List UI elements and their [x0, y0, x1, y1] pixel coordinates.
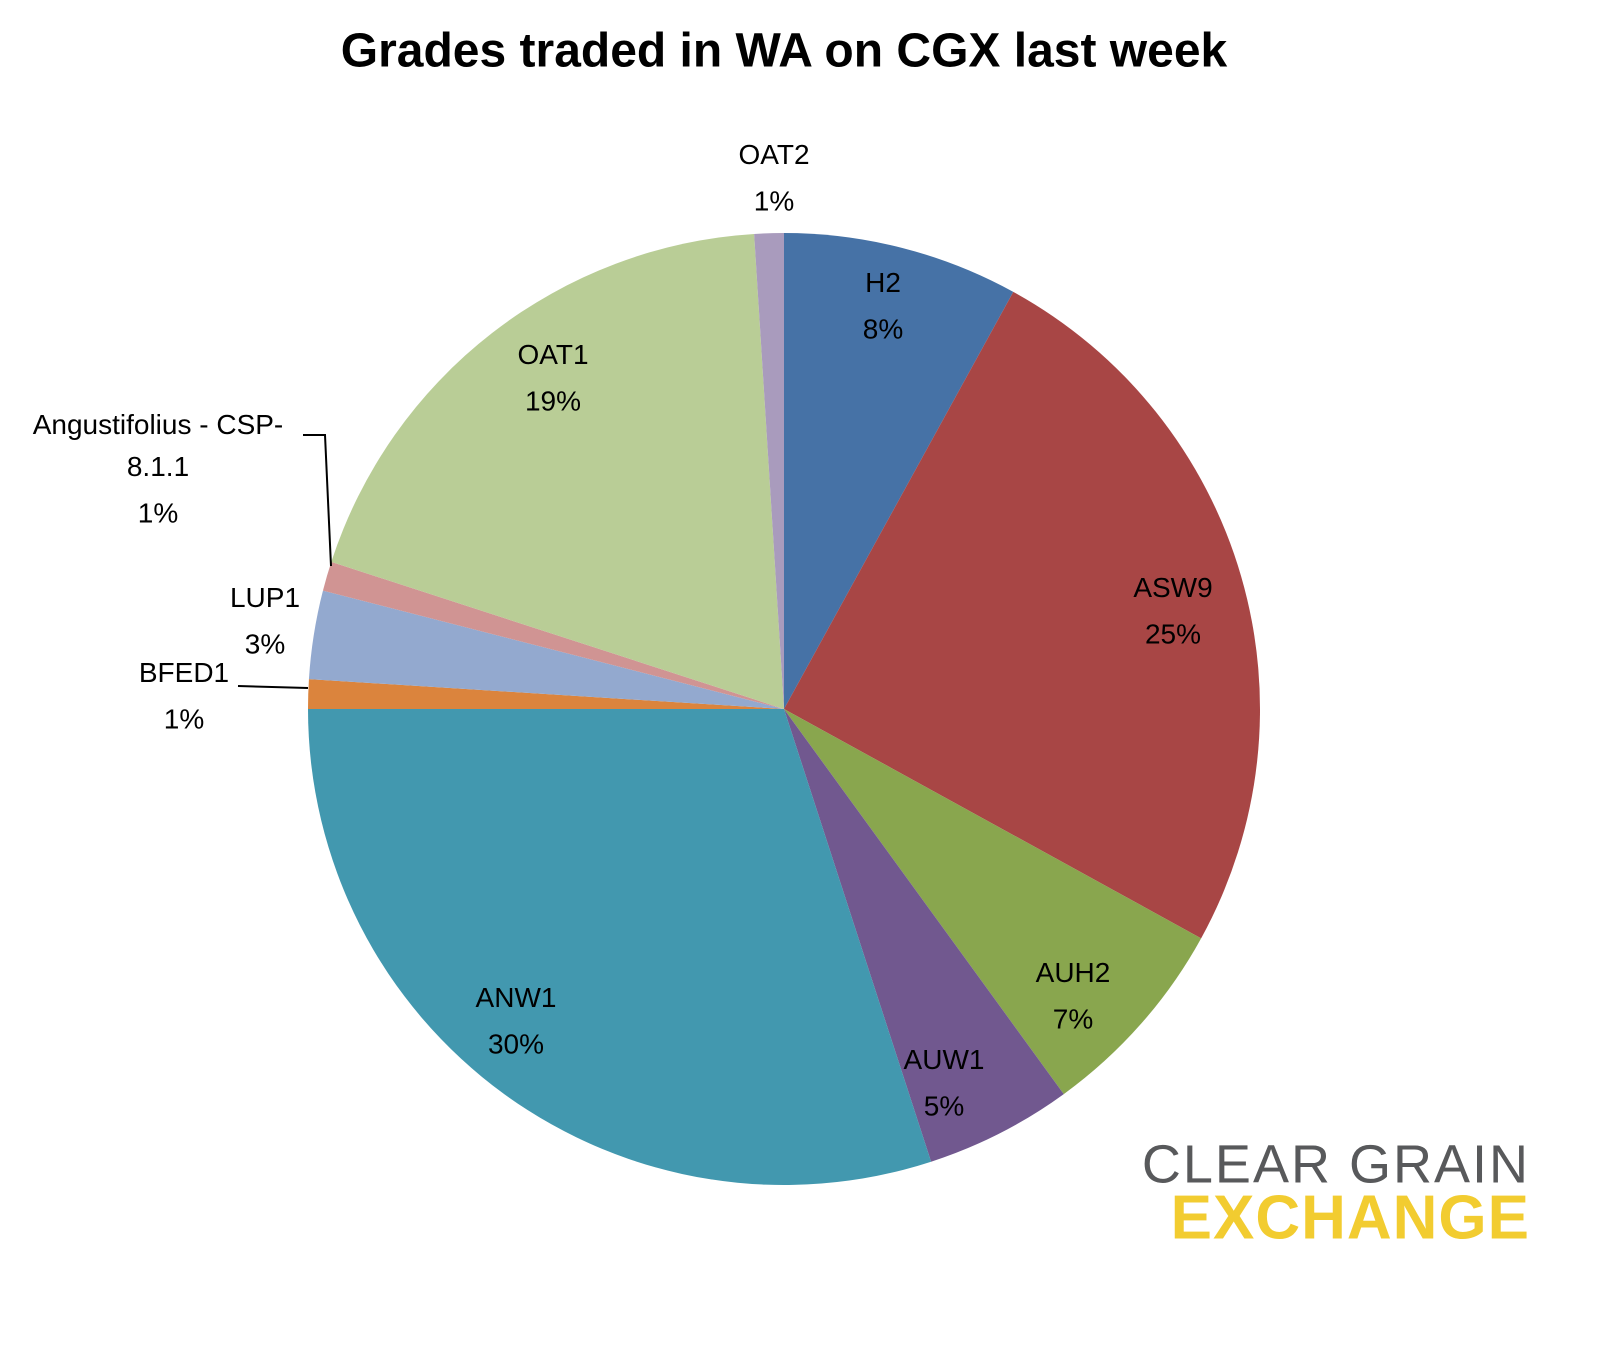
- category-label: OAT2: [738, 139, 809, 170]
- logo-bottom: EXCHANGE: [1171, 1183, 1530, 1252]
- category-label: AUH2: [1036, 957, 1111, 988]
- pie-slice: [784, 709, 1202, 1095]
- pie-slice: [308, 590, 784, 709]
- logo-top: CLEAR GRAIN: [1142, 1134, 1530, 1194]
- value-label: 30%: [488, 1028, 544, 1059]
- category-label: LUP1: [230, 582, 300, 613]
- category-label: Angustifolius - CSP-8.1.1: [33, 409, 284, 482]
- leader-line: [303, 434, 332, 567]
- category-label: AUW1: [904, 1044, 985, 1075]
- value-label: 25%: [1145, 618, 1201, 649]
- value-label: 3%: [245, 628, 285, 659]
- value-label: 19%: [525, 385, 581, 416]
- value-label: 1%: [754, 185, 794, 216]
- pie-slice: [331, 233, 784, 709]
- category-label: ANW1: [476, 982, 557, 1013]
- value-label: 1%: [164, 703, 204, 734]
- value-label: 5%: [924, 1090, 964, 1121]
- pie-slice: [784, 709, 1064, 1162]
- pie-slice: [784, 233, 1014, 709]
- pie-slice: [308, 709, 932, 1186]
- pie-slice: [308, 679, 784, 709]
- category-label: BFED1: [139, 657, 229, 688]
- category-label: OAT1: [517, 339, 588, 370]
- pie-slice: [322, 561, 784, 709]
- chart-title: Grades traded in WA on CGX last week: [341, 25, 1228, 78]
- value-label: 8%: [863, 313, 903, 344]
- category-label: ASW9: [1133, 572, 1212, 603]
- pie-slice: [784, 291, 1260, 939]
- value-label: 7%: [1053, 1003, 1093, 1034]
- leader-line: [237, 685, 309, 689]
- value-label: 1%: [138, 497, 178, 528]
- category-label: H2: [865, 267, 901, 298]
- pie-slice: [754, 233, 784, 709]
